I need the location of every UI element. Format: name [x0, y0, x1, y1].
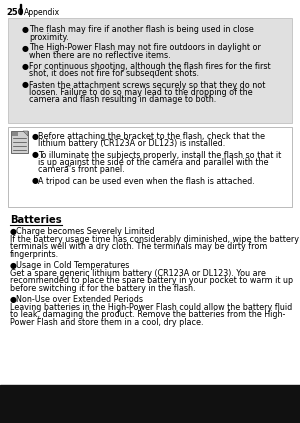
Text: ●: ● — [32, 176, 39, 186]
Polygon shape — [23, 131, 28, 136]
Text: lithium battery (CR123A or DL123) is installed.: lithium battery (CR123A or DL123) is ins… — [38, 140, 225, 148]
Text: ●: ● — [32, 151, 39, 159]
Text: ●: ● — [10, 295, 17, 304]
Text: Non-Use over Extended Periods: Non-Use over Extended Periods — [16, 295, 143, 304]
Text: The flash may fire if another flash is being used in close: The flash may fire if another flash is b… — [29, 25, 254, 34]
Text: If the battery usage time has considerably diminished, wipe the battery: If the battery usage time has considerab… — [10, 235, 299, 244]
FancyBboxPatch shape — [8, 18, 292, 123]
Text: Power Flash and store them in a cool, dry place.: Power Flash and store them in a cool, dr… — [10, 318, 203, 327]
Text: ●: ● — [22, 25, 29, 34]
Text: when there are no reflective items.: when there are no reflective items. — [29, 51, 171, 60]
Text: A tripod can be used even when the flash is attached.: A tripod can be used even when the flash… — [38, 176, 255, 186]
Text: ●: ● — [32, 132, 39, 141]
Text: Get a spare generic lithium battery (CR123A or DL123). You are: Get a spare generic lithium battery (CR1… — [10, 269, 266, 278]
Text: recommended to place the spare battery in your pocket to warm it up: recommended to place the spare battery i… — [10, 276, 293, 285]
Text: proximity.: proximity. — [29, 33, 69, 41]
Text: ●: ● — [10, 261, 17, 270]
Text: For continuous shooting, although the flash fires for the first: For continuous shooting, although the fl… — [29, 62, 271, 71]
Text: to leak, damaging the product. Remove the batteries from the High-: to leak, damaging the product. Remove th… — [10, 310, 285, 319]
FancyBboxPatch shape — [8, 127, 292, 207]
Text: To illuminate the subjects properly, install the flash so that it: To illuminate the subjects properly, ins… — [38, 151, 281, 159]
Text: shot, it does not fire for subsequent shots.: shot, it does not fire for subsequent sh… — [29, 69, 199, 79]
Bar — [0, 385, 300, 423]
FancyBboxPatch shape — [11, 131, 28, 153]
Text: Before attaching the bracket to the flash, check that the: Before attaching the bracket to the flas… — [38, 132, 265, 141]
Text: camera’s front panel.: camera’s front panel. — [38, 165, 124, 175]
Text: The High-Power Flash may not fire outdoors in daylight or: The High-Power Flash may not fire outdoo… — [29, 44, 261, 52]
Text: Leaving batteries in the High-Power Flash could allow the battery fluid: Leaving batteries in the High-Power Flas… — [10, 303, 292, 312]
Text: ●: ● — [10, 227, 17, 236]
FancyBboxPatch shape — [12, 132, 18, 136]
Text: ●: ● — [22, 62, 29, 71]
Text: fingerprints.: fingerprints. — [10, 250, 59, 259]
Text: loosen. Failure to do so may lead to the dropping of the: loosen. Failure to do so may lead to the… — [29, 88, 253, 97]
Text: Charge becomes Severely Limited: Charge becomes Severely Limited — [16, 227, 154, 236]
Text: Usage in Cold Temperatures: Usage in Cold Temperatures — [16, 261, 129, 270]
Text: terminals well with a dry cloth. The terminals may be dirty from: terminals well with a dry cloth. The ter… — [10, 242, 267, 251]
Text: camera and flash resulting in damage to both.: camera and flash resulting in damage to … — [29, 96, 216, 104]
Text: is up against the side of the camera and parallel with the: is up against the side of the camera and… — [38, 158, 268, 167]
Text: 250: 250 — [6, 8, 23, 17]
Text: Appendix: Appendix — [24, 8, 60, 17]
Text: before switching it for the battery in the flash.: before switching it for the battery in t… — [10, 284, 196, 293]
Text: Batteries: Batteries — [10, 215, 61, 225]
Text: ●: ● — [22, 80, 29, 90]
Text: Fasten the attachment screws securely so that they do not: Fasten the attachment screws securely so… — [29, 80, 266, 90]
Bar — [20, 4, 21, 14]
Text: ●: ● — [22, 44, 29, 52]
